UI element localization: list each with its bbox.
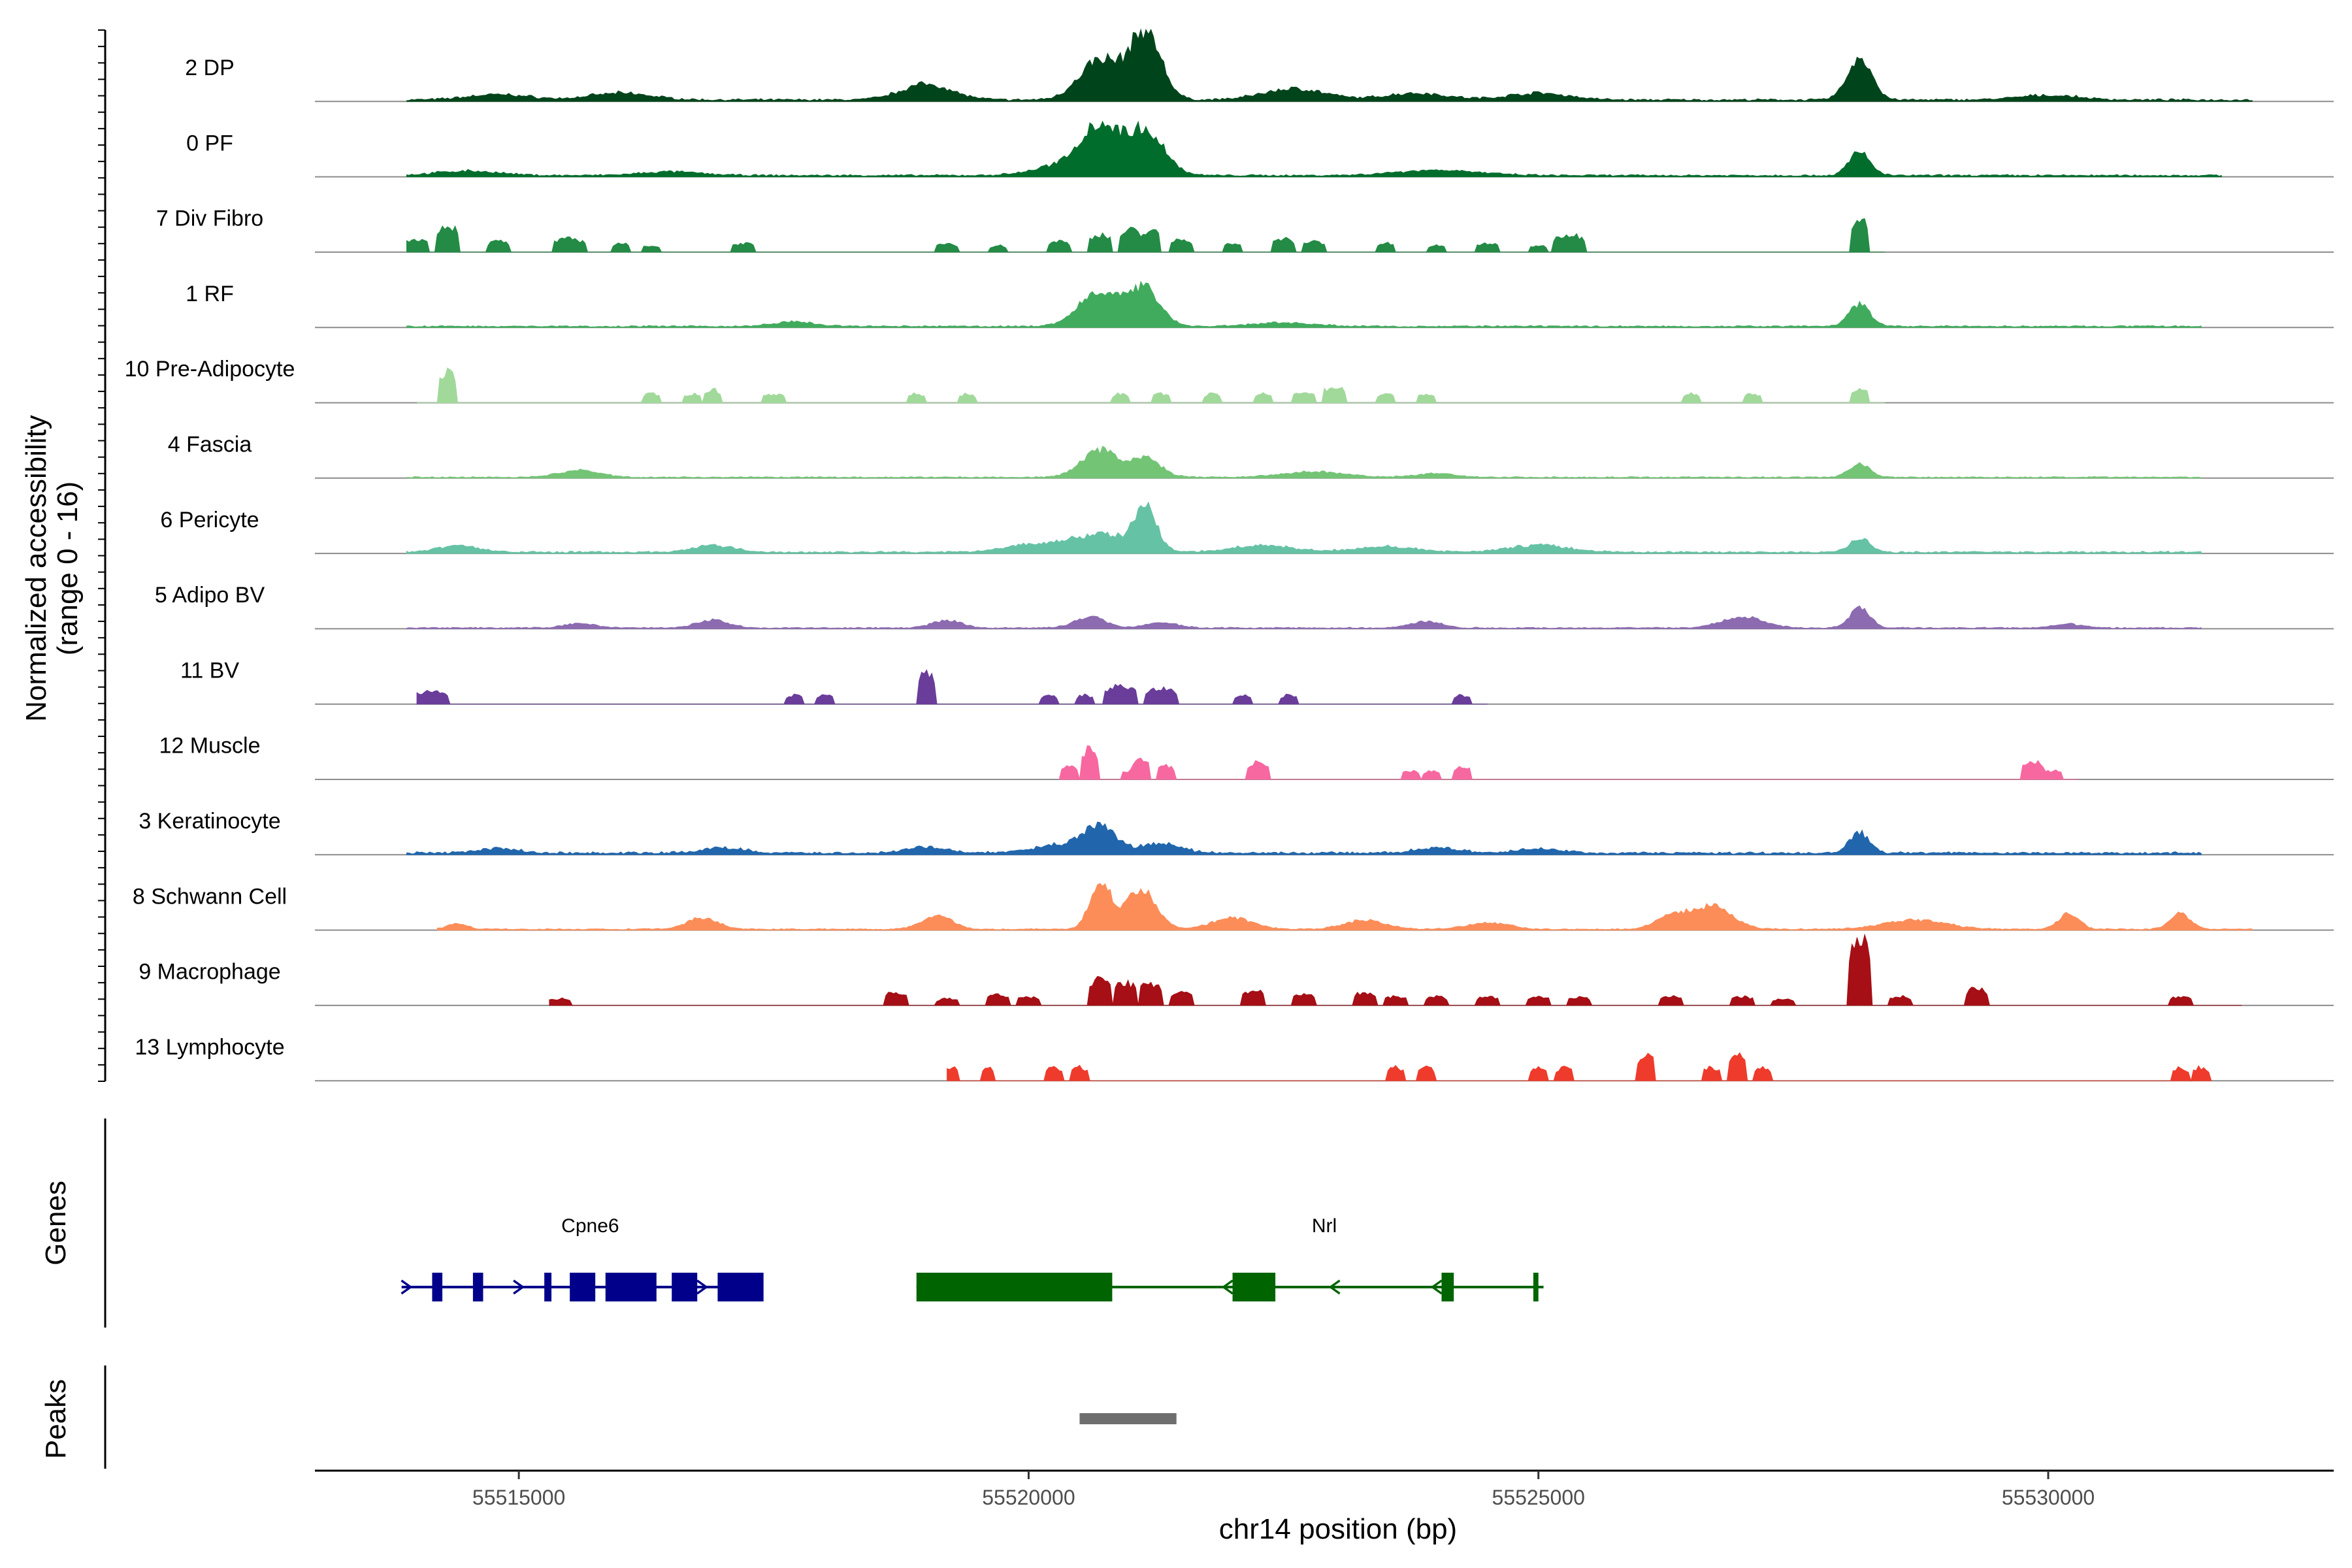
coverage-tracks: 2 DP 0 PF 7 Div Fibro 1 RF 10 Pre-Adipocyte 4… bbox=[125, 28, 2334, 1083]
coverage-area bbox=[406, 28, 2253, 102]
gene-exon bbox=[1441, 1273, 1454, 1301]
gene-nrl: Nrl bbox=[916, 1215, 1544, 1301]
gene-label: Nrl bbox=[1312, 1215, 1337, 1237]
coverage-area bbox=[406, 446, 2202, 479]
coverage-area bbox=[406, 280, 2202, 328]
track-label: 12 Muscle bbox=[159, 734, 261, 759]
gene-cpne6: Cpne6 bbox=[400, 1215, 764, 1301]
coverage-area bbox=[549, 933, 2242, 1006]
track-label: 11 BV bbox=[180, 658, 239, 683]
gene-exon bbox=[544, 1273, 552, 1301]
track-4-fascia: 4 Fascia bbox=[168, 433, 2334, 479]
x-tick-label: 55515000 bbox=[472, 1486, 565, 1509]
gene-exon bbox=[472, 1273, 483, 1301]
track-7-div-fibro: 7 Div Fibro bbox=[156, 206, 2334, 253]
gene-exon bbox=[605, 1273, 657, 1301]
track-label: 13 Lymphocyte bbox=[135, 1035, 284, 1060]
gene-label: Cpne6 bbox=[561, 1215, 619, 1237]
track-9-macrophage: 9 Macrophage bbox=[139, 933, 2334, 1006]
genes-axis-title: Genes bbox=[40, 1181, 72, 1266]
coverage-area bbox=[406, 218, 1886, 253]
y-axis-title: Normalized accessibility bbox=[20, 415, 52, 721]
track-label: 2 DP bbox=[185, 56, 235, 80]
coverage-area bbox=[1058, 745, 2079, 781]
track-label: 9 Macrophage bbox=[139, 960, 280, 985]
track-6-pericyte: 6 Pericyte bbox=[160, 501, 2334, 555]
track-13-lymphocyte: 13 Lymphocyte bbox=[135, 1035, 2334, 1083]
peaks-axis-title: Peaks bbox=[40, 1379, 72, 1459]
track-5-adipo-bv: 5 Adipo BV bbox=[155, 583, 2334, 630]
coverage-area bbox=[417, 367, 1886, 404]
track-label: 10 Pre-Adipocyte bbox=[125, 357, 295, 382]
track-label: 7 Div Fibro bbox=[156, 206, 263, 231]
gene-exon bbox=[717, 1273, 764, 1301]
track-label: 4 Fascia bbox=[168, 433, 252, 457]
coverage-area bbox=[406, 605, 2202, 629]
strand-arrow bbox=[513, 1279, 525, 1295]
gene-exon bbox=[432, 1273, 443, 1301]
coverage-area bbox=[416, 669, 1488, 705]
gene-exon bbox=[1533, 1273, 1539, 1301]
track-12-muscle: 12 Muscle bbox=[159, 734, 2334, 781]
genes-panel: Cpne6 Nrl bbox=[104, 1119, 1544, 1328]
x-axis-title: chr14 position (bp) bbox=[1219, 1513, 1457, 1545]
track-label: 1 RF bbox=[186, 282, 234, 306]
track-11-bv: 11 BV bbox=[180, 658, 2334, 705]
track-1-rf: 1 RF bbox=[186, 280, 2334, 329]
track-label: 0 PF bbox=[186, 131, 233, 155]
y-axis bbox=[98, 29, 106, 1082]
track-label: 3 Keratinocyte bbox=[139, 809, 280, 834]
track-3-keratinocyte: 3 Keratinocyte bbox=[139, 809, 2334, 856]
x-tick-label: 55520000 bbox=[982, 1486, 1075, 1509]
coverage-area bbox=[436, 883, 2253, 931]
track-label: 8 Schwann Cell bbox=[133, 884, 287, 909]
strand-arrow bbox=[696, 1279, 709, 1295]
track-8-schwann-cell: 8 Schwann Cell bbox=[133, 883, 2334, 931]
strand-arrow bbox=[400, 1279, 413, 1295]
track-label: 6 Pericyte bbox=[160, 508, 259, 532]
track-10-pre-adipocyte: 10 Pre-Adipocyte bbox=[125, 357, 2334, 404]
strand-arrow bbox=[1430, 1279, 1443, 1295]
gene-exon bbox=[1232, 1273, 1276, 1301]
peak-region bbox=[1079, 1413, 1177, 1424]
track-label: 5 Adipo BV bbox=[155, 583, 265, 608]
coverage-area bbox=[947, 1052, 2212, 1083]
coverage-area bbox=[406, 821, 2202, 855]
y-axis-subtitle: (range 0 - 16) bbox=[52, 482, 84, 656]
peaks-panel bbox=[104, 1365, 1177, 1469]
gene-exon bbox=[570, 1273, 596, 1301]
strand-arrow bbox=[1328, 1279, 1341, 1295]
gene-exon bbox=[916, 1273, 1113, 1301]
coverage-area bbox=[406, 501, 2202, 554]
x-tick-label: 55530000 bbox=[2002, 1486, 2095, 1509]
track-0-pf: 0 PF bbox=[186, 120, 2334, 178]
strand-arrow bbox=[1221, 1279, 1233, 1295]
x-tick-label: 55525000 bbox=[1492, 1486, 1585, 1509]
coverage-area bbox=[406, 120, 2222, 178]
track-2-dp: 2 DP bbox=[185, 28, 2334, 103]
x-axis: 55515000 55520000 55525000 55530000 bbox=[315, 1469, 2334, 1509]
gene-exon bbox=[672, 1273, 698, 1301]
